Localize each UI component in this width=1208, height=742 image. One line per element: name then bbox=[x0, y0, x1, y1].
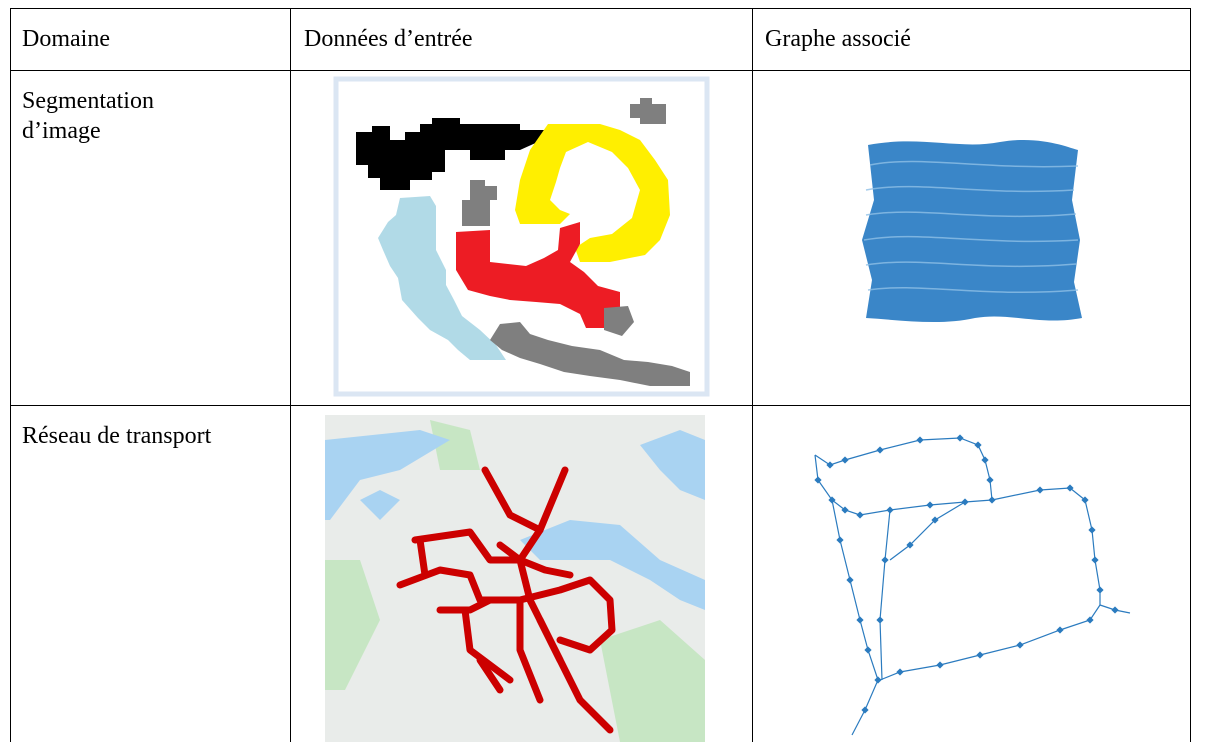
table-border bbox=[752, 8, 753, 742]
segmentation-image bbox=[333, 76, 710, 397]
header-cell: Domaine bbox=[22, 26, 110, 52]
network-graph bbox=[814, 434, 1131, 736]
table-border bbox=[10, 8, 11, 742]
table-border bbox=[10, 8, 1191, 9]
table-border bbox=[10, 70, 1191, 71]
table-border bbox=[1190, 8, 1191, 742]
mesh-graph bbox=[862, 139, 1082, 323]
table-border bbox=[290, 8, 291, 742]
table-border bbox=[10, 405, 1191, 406]
header-cell: Graphe associé bbox=[765, 26, 911, 52]
header-cell: Données d’entrée bbox=[304, 26, 473, 52]
row-label: Segmentation d’image bbox=[22, 88, 154, 144]
row-label: Réseau de transport bbox=[22, 423, 212, 449]
transport-map bbox=[325, 415, 705, 742]
